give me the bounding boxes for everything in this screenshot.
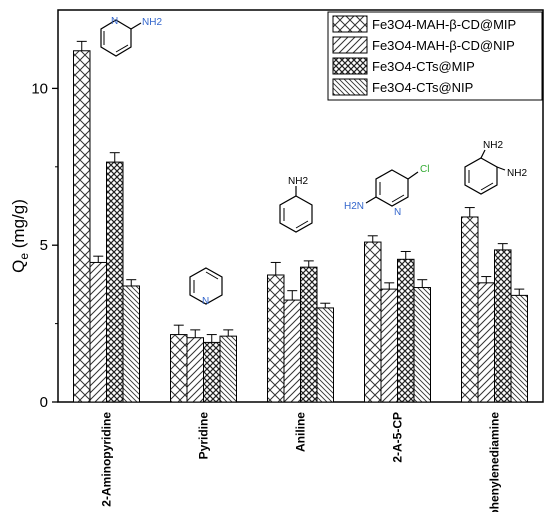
x-category-label: 2-A-5-CP bbox=[391, 412, 405, 463]
bar bbox=[186, 337, 204, 403]
bar bbox=[283, 299, 301, 403]
molecule-2-aminopyridine: N NH2 bbox=[100, 16, 162, 57]
bar bbox=[73, 50, 91, 403]
bars-group bbox=[73, 40, 528, 403]
bar bbox=[267, 274, 285, 403]
bar bbox=[494, 249, 512, 403]
annotation-label: Cl bbox=[420, 164, 429, 175]
legend-label: Fe3O4-MAH-β-CD@MIP bbox=[372, 17, 516, 32]
legend: Fe3O4-MAH-β-CD@MIP Fe3O4-MAH-β-CD@NIP Fe3O… bbox=[327, 11, 543, 101]
y-axis: 0 5 10 bbox=[31, 80, 58, 411]
annotation-label: NH2 bbox=[483, 140, 503, 151]
legend-label: Fe3O4-CTs@NIP bbox=[372, 80, 473, 95]
y-axis-label: Qe (mg/g) bbox=[9, 199, 31, 273]
legend-label: Fe3O4-CTs@MIP bbox=[372, 59, 475, 74]
legend-swatch bbox=[332, 78, 368, 96]
x-category-label: Aniline bbox=[294, 412, 308, 452]
bar bbox=[510, 294, 528, 403]
bar bbox=[203, 341, 221, 403]
annotation-label: NH2 bbox=[507, 168, 527, 179]
bar bbox=[364, 241, 382, 403]
y-tick-label: 0 bbox=[40, 394, 48, 411]
molecule-pyridine: N bbox=[189, 267, 223, 307]
bar bbox=[397, 258, 415, 403]
bar bbox=[413, 287, 431, 403]
annotation-label: N bbox=[111, 16, 118, 27]
x-category-label: 2-Aminopyridine bbox=[100, 412, 114, 507]
molecule-aniline: NH2 bbox=[279, 176, 313, 233]
x-category-label: Pyridine bbox=[197, 412, 211, 460]
annotation-label: NH2 bbox=[142, 17, 162, 28]
annotation-label: N bbox=[202, 296, 209, 307]
bar bbox=[219, 335, 237, 403]
bar bbox=[300, 266, 318, 403]
x-category-label: phenylenediamine bbox=[488, 412, 502, 512]
legend-swatch bbox=[332, 57, 368, 75]
y-tick-label: 10 bbox=[31, 80, 48, 97]
molecule-phenylenediamine: NH2 NH2 bbox=[464, 140, 527, 195]
bar bbox=[106, 161, 124, 403]
y-tick-label: 5 bbox=[40, 237, 48, 254]
annotation-label: NH2 bbox=[288, 176, 308, 187]
bar bbox=[477, 282, 495, 403]
annotation-label: N bbox=[394, 207, 401, 218]
bar bbox=[170, 334, 188, 403]
bar bbox=[380, 288, 398, 403]
bar bbox=[461, 216, 479, 403]
legend-label: Fe3O4-MAH-β-CD@NIP bbox=[372, 38, 515, 53]
bar bbox=[316, 307, 334, 403]
x-axis-labels: 2-Aminopyridine Pyridine Aniline 2-A-5-CP ph… bbox=[100, 412, 502, 512]
legend-swatch bbox=[332, 36, 368, 54]
bar bbox=[89, 261, 107, 403]
legend-swatch bbox=[332, 15, 368, 33]
molecule-2-a-5-cp: Cl H2N N bbox=[344, 164, 429, 218]
annotation-label: H2N bbox=[344, 201, 364, 212]
bar bbox=[122, 285, 140, 403]
